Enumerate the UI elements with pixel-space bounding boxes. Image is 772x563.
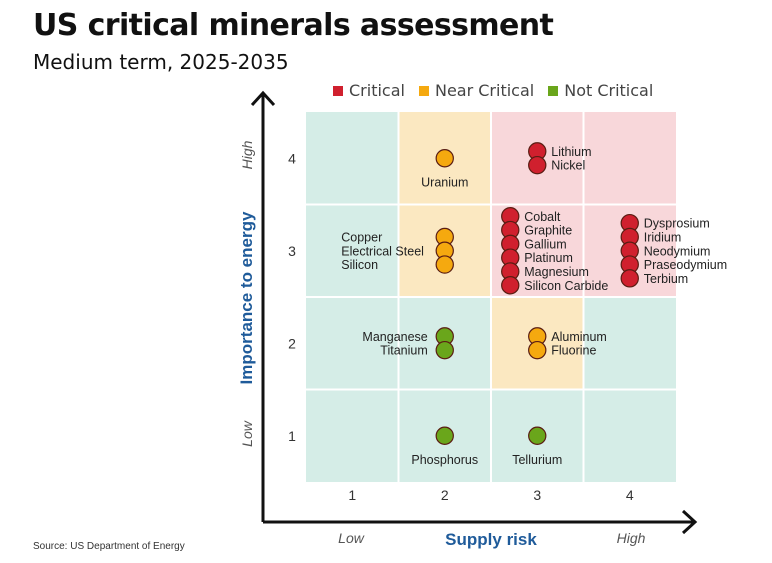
data-label-magnesium: Magnesium <box>524 265 589 279</box>
data-label-dysprosium: Dysprosium <box>644 217 710 231</box>
matrix-cell-4-1 <box>583 389 676 482</box>
data-label-tellurium: Tellurium <box>512 453 562 467</box>
data-point-phosphorus <box>435 426 454 445</box>
data-label-electrical-steel: Electrical Steel <box>341 244 424 258</box>
data-label-iridium: Iridium <box>644 230 682 244</box>
data-label-neodymium: Neodymium <box>644 244 711 258</box>
data-label-manganese: Manganese <box>362 330 427 344</box>
data-point-silicon <box>435 255 454 274</box>
matrix-cell-1-1 <box>306 389 399 482</box>
x-tick-label: 4 <box>626 487 634 503</box>
legend-label-not-critical: Not Critical <box>564 81 654 100</box>
data-point-fluorine <box>528 340 547 360</box>
data-label-fluorine: Fluorine <box>551 344 596 358</box>
y-axis-title: Importance to energy <box>237 211 256 384</box>
x-tick-label: 3 <box>533 487 541 503</box>
x-axis-title: Supply risk <box>445 530 537 549</box>
y-axis-high-label: High <box>239 140 255 169</box>
legend: Critical Near Critical Not Critical <box>333 81 653 100</box>
legend-label-near-critical: Near Critical <box>434 81 535 100</box>
data-label-nickel: Nickel <box>551 159 585 173</box>
data-point-nickel <box>528 155 547 175</box>
data-label-lithium: Lithium <box>551 145 591 159</box>
data-label-uranium: Uranium <box>421 175 468 189</box>
x-tick-label: 2 <box>441 487 449 503</box>
data-point-uranium <box>435 149 454 168</box>
data-point-terbium <box>620 269 639 288</box>
data-label-aluminum: Aluminum <box>551 330 607 344</box>
matrix-cell-1-4 <box>306 112 399 205</box>
data-label-titanium: Titanium <box>380 344 427 358</box>
data-label-silicon: Silicon <box>341 258 378 272</box>
legend-item-not-critical: Not Critical <box>548 81 653 100</box>
chart-subtitle: Medium term, 2025-2035 <box>33 50 289 74</box>
matrix-cell-4-2 <box>583 297 676 390</box>
data-label-graphite: Graphite <box>524 224 572 238</box>
data-label-silicon-carbide: Silicon Carbide <box>524 279 608 293</box>
legend-item-near-critical: Near Critical <box>418 81 535 100</box>
legend-swatch-critical <box>333 85 343 96</box>
data-point-titanium <box>435 340 454 360</box>
data-label-praseodymium: Praseodymium <box>644 258 727 272</box>
matrix-cell-1-3 <box>306 204 399 297</box>
x-axis-low-label: Low <box>338 530 365 546</box>
matrix-cell-4-4 <box>583 112 676 205</box>
x-axis-arrow <box>681 509 698 535</box>
y-axis-low-label: Low <box>239 420 255 447</box>
legend-item-critical: Critical <box>333 81 405 100</box>
data-label-platinum: Platinum <box>524 251 573 265</box>
y-tick-label: 1 <box>288 428 296 444</box>
data-point-silicon-carbide <box>501 276 520 295</box>
chart-title: US critical minerals assessment <box>33 8 554 43</box>
y-tick-label: 2 <box>288 335 296 351</box>
data-label-cobalt: Cobalt <box>524 210 561 224</box>
data-label-copper: Copper <box>341 230 382 244</box>
matrix-cell-1-2 <box>306 297 399 390</box>
data-label-gallium: Gallium <box>524 237 566 251</box>
y-tick-label: 3 <box>288 243 296 259</box>
data-point-tellurium <box>528 426 547 445</box>
y-tick-label: 4 <box>288 150 296 166</box>
legend-swatch-near-critical <box>418 85 429 96</box>
source-note: Source: US Department of Energy <box>33 541 185 552</box>
legend-label-critical: Critical <box>349 81 405 100</box>
y-axis-arrow <box>250 90 276 107</box>
x-tick-label: 1 <box>348 487 356 503</box>
legend-swatch-not-critical <box>548 85 559 96</box>
data-label-terbium: Terbium <box>644 272 688 286</box>
data-label-phosphorus: Phosphorus <box>411 453 478 467</box>
x-axis-high-label: High <box>617 530 646 546</box>
